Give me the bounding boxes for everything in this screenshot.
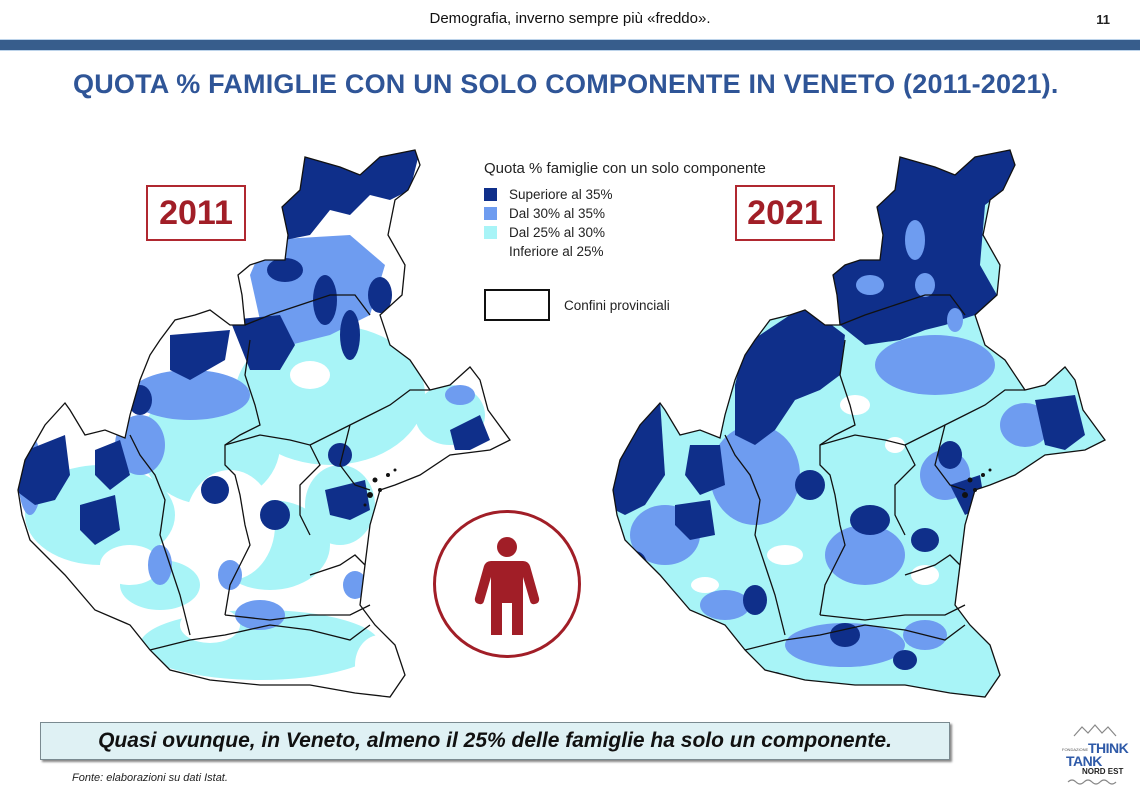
think-tank-logo: FONDAZIONE THINK TANK NORD EST [1062,724,1138,786]
source-note: Fonte: elaborazioni su dati Istat. [72,772,228,784]
map-2011 [17,149,511,698]
header-bar [0,39,1140,51]
slide-title: QUOTA % FAMIGLIE CON UN SOLO COMPONENTE … [73,69,1059,99]
legend-item-province-borders: Confini provinciali [484,289,766,321]
logo-line3: NORD EST [1082,767,1124,776]
legend-border-swatch [484,289,550,321]
year-label-2021: 2021 [735,185,835,241]
wave-icon [1067,779,1117,785]
legend-swatch-light-cyan [484,226,497,239]
legend-swatch-dark-blue [484,188,497,201]
map-2021 [612,149,1106,698]
legend-label: Dal 30% al 35% [509,206,606,221]
person-icon [474,537,540,635]
legend-label: Confini provinciali [564,297,670,313]
logo-prefix: FONDAZIONE [1062,747,1089,752]
logo-line2: TANK [1066,753,1102,769]
logo-line1: THINK [1088,740,1129,756]
legend-label: Inferiore al 25% [509,244,604,259]
year-label-2011: 2011 [146,185,246,241]
legend-item-below-25: Inferiore al 25% [484,242,766,261]
legend-title: Quota % famiglie con un solo componente [484,160,766,177]
legend-item-25-30: Dal 25% al 30% [484,223,766,242]
legend-item-30-35: Dal 30% al 35% [484,204,766,223]
legend-label: Superiore al 35% [509,187,613,202]
map-legend: Quota % famiglie con un solo componente … [484,160,766,321]
header-title: Demografia, inverno sempre più «freddo». [429,10,711,27]
legend-label: Dal 25% al 30% [509,225,606,240]
callout-box: Quasi ovunque, in Veneto, almeno il 25% … [40,722,950,760]
legend-item-above-35: Superiore al 35% [484,185,766,204]
legend-swatch-white [484,245,497,258]
person-icon-circle [433,510,581,658]
mountain-icon [1073,724,1117,737]
legend-swatch-medium-blue [484,207,497,220]
page-number: 11 [1096,12,1110,27]
